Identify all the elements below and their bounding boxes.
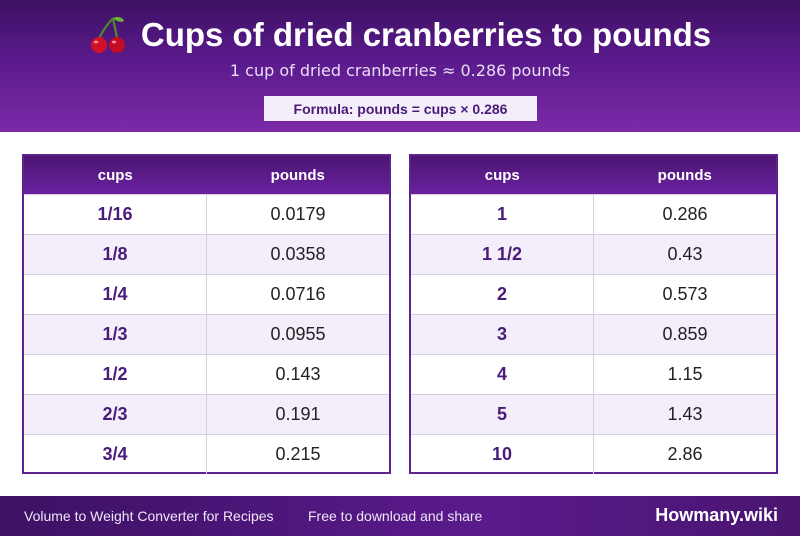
title-row: Cups of dried cranberries to pounds [0, 12, 800, 58]
page-subtitle: 1 cup of dried cranberries ≈ 0.286 pound… [229, 61, 571, 80]
pounds-cell: 0.191 [275, 404, 321, 424]
column-header-cups: cups [97, 166, 133, 184]
pounds-cell: 0.43 [667, 244, 703, 264]
table-row: 2/3 0.191 [24, 394, 389, 434]
brand-link[interactable]: Howmany.wiki [655, 505, 778, 525]
column-header-cups: cups [484, 166, 520, 184]
table-row: 3/4 0.215 [24, 434, 389, 474]
pounds-cell: 1.43 [667, 404, 703, 424]
table-row: 1/16 0.0179 [24, 194, 389, 234]
pounds-cell: 1.15 [667, 364, 703, 384]
cups-cell: 2 [411, 275, 594, 314]
pounds-cell: 0.573 [662, 284, 708, 304]
pounds-cell: 0.859 [662, 324, 708, 344]
cups-cell: 3 [411, 315, 594, 354]
table-header: cups pounds [24, 156, 389, 194]
pounds-cell: 0.0955 [270, 324, 326, 344]
table-row: 1/8 0.0358 [24, 234, 389, 274]
cups-cell: 1/3 [24, 315, 207, 354]
pounds-cell: 0.0716 [270, 284, 326, 304]
column-header-pounds: pounds [270, 166, 325, 184]
header-banner: Cups of dried cranberries to pounds 1 cu… [0, 0, 800, 132]
cups-cell: 4 [411, 355, 594, 394]
cups-cell: 5 [411, 395, 594, 434]
table-row: 1/4 0.0716 [24, 274, 389, 314]
table-row: 1 0.286 [411, 194, 776, 234]
pounds-cell: 0.0358 [270, 244, 326, 264]
table-row: 1/2 0.143 [24, 354, 389, 394]
table-header: cups pounds [411, 156, 776, 194]
conversion-table-left: cups pounds 1/16 0.0179 1/8 0.0358 1/4 0… [22, 154, 391, 474]
table-row: 5 1.43 [411, 394, 776, 434]
cups-cell: 3/4 [24, 435, 207, 474]
pounds-cell: 0.215 [275, 444, 321, 464]
cups-cell: 1/2 [24, 355, 207, 394]
cherry-icon [90, 17, 125, 53]
pounds-cell: 2.86 [667, 444, 703, 464]
table-row: 1 1/2 0.43 [411, 234, 776, 274]
column-header-pounds: pounds [657, 166, 712, 184]
table-row: 1/3 0.0955 [24, 314, 389, 354]
cups-cell: 1/16 [24, 195, 207, 234]
cups-cell: 1/8 [24, 235, 207, 274]
formula-badge: Formula: pounds = cups × 0.286 [264, 96, 537, 121]
table-row: 4 1.15 [411, 354, 776, 394]
cups-cell: 1 [411, 195, 594, 234]
pounds-cell: 0.286 [662, 204, 708, 224]
cups-cell: 1/4 [24, 275, 207, 314]
footer-tagline: Volume to Weight Converter for Recipes [24, 508, 274, 524]
table-row: 2 0.573 [411, 274, 776, 314]
cups-cell: 1 1/2 [411, 235, 594, 274]
pounds-cell: 0.143 [275, 364, 321, 384]
conversion-table-right: cups pounds 1 0.286 1 1/2 0.43 2 0.573 3… [409, 154, 778, 474]
footer-note: Free to download and share [308, 508, 483, 524]
cups-cell: 10 [411, 435, 594, 474]
cups-cell: 2/3 [24, 395, 207, 434]
pounds-cell: 0.0179 [270, 204, 326, 224]
footer-bar: Volume to Weight Converter for Recipes F… [0, 496, 800, 536]
table-row: 10 2.86 [411, 434, 776, 474]
page-title: Cups of dried cranberries to pounds [140, 16, 712, 53]
table-row: 3 0.859 [411, 314, 776, 354]
